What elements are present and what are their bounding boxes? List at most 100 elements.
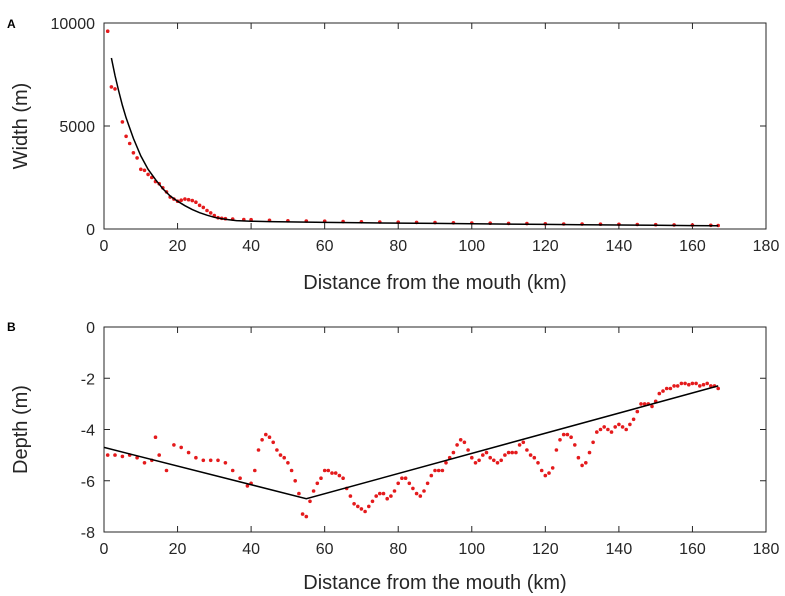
panel-b-data-point (709, 384, 713, 388)
panel-b-y-axis-label: Depth (m) (10, 385, 32, 474)
panel-b-data-point (293, 479, 298, 483)
panel-b-data-point (322, 468, 327, 473)
panel-b-data-point (245, 484, 250, 488)
panel-a-plot-area (103, 22, 767, 230)
panel-b-data-point (289, 468, 294, 473)
panel-b-x-tick-label: 160 (679, 541, 706, 558)
panel-b-data-point (359, 507, 364, 511)
panel-b-x-tick-label: 40 (242, 541, 260, 558)
panel-b-data-point (470, 455, 474, 460)
panel-b-data-point (348, 494, 353, 498)
panel-a-data-point (201, 205, 206, 210)
panel-b-x-tick-label: 140 (606, 541, 633, 558)
panel-b-data-point (631, 417, 636, 422)
panel-b-data-point (326, 468, 331, 473)
panel-a-data-point (135, 156, 139, 160)
panel-a-data-point (183, 197, 187, 201)
panel-b-data-point (650, 404, 654, 409)
panel-b-data-point (385, 496, 390, 501)
panel-b-data-point (425, 481, 430, 486)
panel-b-data-point (473, 461, 478, 465)
panel-b-data-point (381, 491, 386, 496)
panel-b-data-point (690, 381, 695, 386)
panel-b-data-point (694, 381, 698, 386)
panel-b-data-point (370, 499, 375, 504)
panel-b-data-point (311, 489, 316, 493)
panel-b-data-point (297, 491, 301, 496)
panel-a-x-tick-label: 40 (242, 238, 260, 255)
panel-b-data-point (664, 386, 669, 391)
panel-b-data-point (414, 491, 419, 496)
panel-b-data-point (418, 494, 423, 498)
panel-a-x-axis-label: Distance from the mouth (km) (303, 272, 566, 294)
panel-b-data-point (547, 471, 551, 475)
panel-b-data-point (668, 386, 673, 391)
panel-b-data-point (532, 455, 537, 460)
panel-a-data-point (186, 197, 191, 202)
panel-b-data-point (238, 476, 242, 481)
panel-b-x-tick-label: 100 (458, 541, 485, 558)
panel-a-x-tick-label: 100 (458, 238, 485, 255)
panel-b-data-point (223, 461, 228, 465)
panel-b-data-point (576, 455, 581, 460)
panel-b-data-point (113, 453, 117, 457)
panel-a-data-point (194, 200, 198, 204)
panel-b: B 0 20 40 60 80 100 120 140 160 180 -8 -6 -4 -2 0 Depth… (7, 320, 779, 594)
panel-b-data-point (341, 476, 345, 481)
panel-b-data-point (304, 514, 309, 519)
panel-b-data-point (458, 438, 463, 442)
panel-b-data-point (400, 476, 404, 481)
panel-b-data-point (208, 458, 213, 463)
panel-b-y-tick-label: -8 (81, 525, 95, 542)
panel-b-data-point (698, 384, 702, 388)
panel-b-data-point (558, 438, 562, 442)
panel-b-data-point (580, 463, 584, 468)
panel-b-data-point (356, 504, 360, 509)
panel-a-data-point (124, 134, 128, 139)
panel-b-data-point (157, 453, 161, 457)
panel-b-data-point (716, 386, 720, 391)
panel-b-data-point (565, 432, 570, 437)
panel-b-data-point (481, 453, 485, 457)
panel-a-data-point (197, 203, 202, 208)
panel-b-x-tick-label: 0 (100, 541, 109, 558)
panel-b-data-point (506, 450, 511, 455)
panel-a-y-axis-label: Width (m) (10, 83, 32, 170)
panel-b-data-point (602, 425, 606, 429)
panel-b-data-point (521, 440, 526, 445)
panel-b-data-point (609, 430, 614, 434)
panel-b-data-point (687, 382, 691, 387)
panel-b-data-point (216, 458, 220, 463)
panel-b-data-point (275, 448, 279, 452)
panel-b-data-point (264, 432, 268, 437)
panel-b-data-point (260, 438, 264, 442)
panel-a-data-point (109, 85, 114, 89)
panel-b-data-point (201, 458, 206, 463)
panel-a-data-point (190, 198, 195, 203)
panel-b-data-point (271, 440, 276, 445)
panel-b-data-point (378, 491, 382, 496)
panel-a-data-point (127, 141, 132, 146)
panel-b-data-point (436, 468, 441, 473)
panel-a-data-point (131, 151, 136, 155)
panel-b-data-point (308, 499, 312, 504)
panel-b-data-point (267, 435, 272, 440)
panel-b-data-point (444, 461, 448, 465)
panel-a-y-tick-label: 5000 (59, 119, 95, 136)
panel-b-data-point (620, 425, 625, 429)
panel-b-x-tick-label: 20 (169, 541, 187, 558)
panel-b-y-tick-label: -2 (81, 371, 95, 388)
panel-b-data-point (462, 440, 467, 445)
panel-b-fit-line (103, 385, 719, 500)
panel-a: A 0 20 40 60 80 100 120 140 160 180 0 5000 10000 Widt… (7, 16, 779, 294)
panel-b-data-point (407, 481, 412, 486)
panel-a-data-point (139, 167, 143, 172)
panel-b-data-point (337, 473, 342, 478)
panel-a-data-point (179, 198, 183, 202)
panel-b-data-point (525, 448, 529, 452)
panel-b-x-tick-label: 60 (316, 541, 334, 558)
panel-b-data-point (639, 402, 643, 406)
panel-b-data-point (278, 453, 283, 457)
panel-b-data-point (153, 435, 158, 440)
panel-a-letter: A (7, 17, 16, 31)
